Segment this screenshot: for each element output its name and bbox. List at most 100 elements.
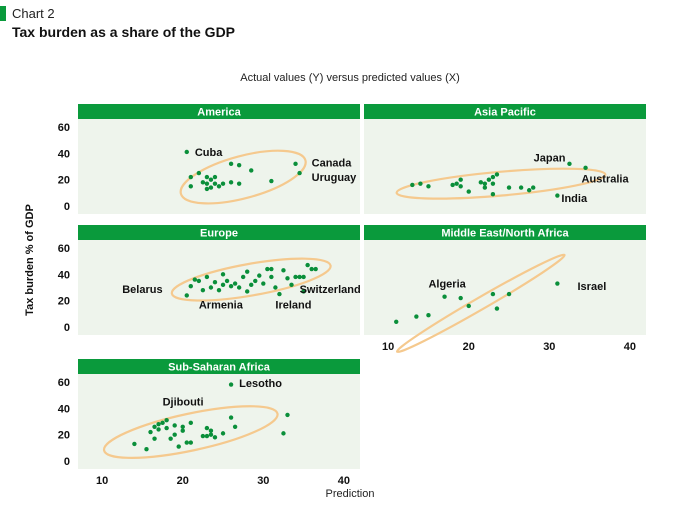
data-point [204,274,210,280]
data-point [204,425,210,431]
data-point [490,174,496,180]
y-tick-label: 40 [58,148,70,160]
data-point [567,161,572,167]
data-point [297,170,302,176]
data-point [285,276,290,281]
data-point [172,423,177,428]
data-point [196,278,202,284]
header-accent-bar [0,6,6,21]
data-point [293,274,298,280]
data-point [281,268,286,273]
y-tick-label: 20 [58,175,70,187]
country-label: Japan [534,152,566,164]
y-tick-label: 20 [58,430,70,442]
data-point [180,428,185,433]
data-point [212,181,218,186]
data-point [458,184,463,189]
data-point [555,281,560,286]
data-point [228,180,234,185]
data-point [156,421,161,427]
data-point [313,266,318,272]
data-point [220,282,226,288]
country-label: Switzerland [300,284,361,296]
data-point [188,283,193,289]
data-point [188,174,193,180]
data-point [526,188,532,193]
y-tick-label: 0 [64,201,70,213]
data-point [265,266,270,272]
data-point [490,291,496,297]
data-point [478,180,484,185]
country-label: Canada [312,158,353,170]
trend-ellipse [395,167,607,200]
data-point [160,420,165,426]
country-label: Armenia [199,300,244,312]
chart-subtitle: Actual values (Y) versus predicted value… [240,72,459,84]
data-point [156,427,161,432]
data-point [289,282,294,288]
trend-ellipse [170,257,332,302]
data-point [192,277,198,282]
data-point [232,281,238,286]
data-point [245,269,250,274]
data-point [224,278,230,284]
data-point [273,285,278,290]
panel-title: Sub-Saharan Africa [168,362,271,374]
data-point [168,436,173,441]
data-point [257,273,262,278]
data-point [490,192,496,197]
panel-title: Europe [200,228,238,240]
data-point [184,440,189,445]
chart-title: Tax burden as a share of the GDP [12,24,236,40]
data-point [216,287,222,293]
data-point [261,281,266,286]
country-label: Algeria [428,279,466,291]
chart-number: Chart 2 [12,6,55,21]
panel-background [364,119,646,214]
data-point [458,295,463,301]
data-point [494,172,500,177]
data-point [418,181,423,186]
data-point [482,181,488,186]
data-point [518,185,524,190]
country-label: Djibouti [163,397,204,409]
y-tick-label: 60 [58,377,70,389]
y-tick-label: 60 [58,122,70,134]
data-point [269,178,274,184]
trend-ellipse [102,405,279,459]
data-point [301,274,306,280]
data-point [269,266,274,272]
data-point [176,444,181,449]
data-point [228,161,234,167]
data-point [212,174,218,180]
panel-header [364,225,646,240]
x-tick-label: 10 [382,341,394,353]
data-point [208,177,214,182]
y-tick-label: 40 [58,269,70,281]
data-point [301,289,306,294]
data-point [297,274,302,280]
data-point [212,435,218,440]
data-point [285,412,290,418]
panel-header [78,104,360,119]
data-point [426,184,431,189]
data-point [506,291,512,297]
x-tick-label: 40 [624,341,636,353]
x-tick-label: 20 [177,475,189,487]
data-point [531,185,536,190]
data-point [164,417,169,423]
data-point [200,180,206,185]
data-point [240,274,246,280]
data-point [269,274,274,280]
data-point [494,306,500,311]
x-tick-label: 40 [338,475,350,487]
data-point [245,289,250,294]
y-tick-label: 40 [58,403,70,415]
data-point [164,425,169,431]
data-point [188,420,193,426]
data-point [555,193,560,198]
data-point [184,293,189,298]
data-point [466,303,471,309]
